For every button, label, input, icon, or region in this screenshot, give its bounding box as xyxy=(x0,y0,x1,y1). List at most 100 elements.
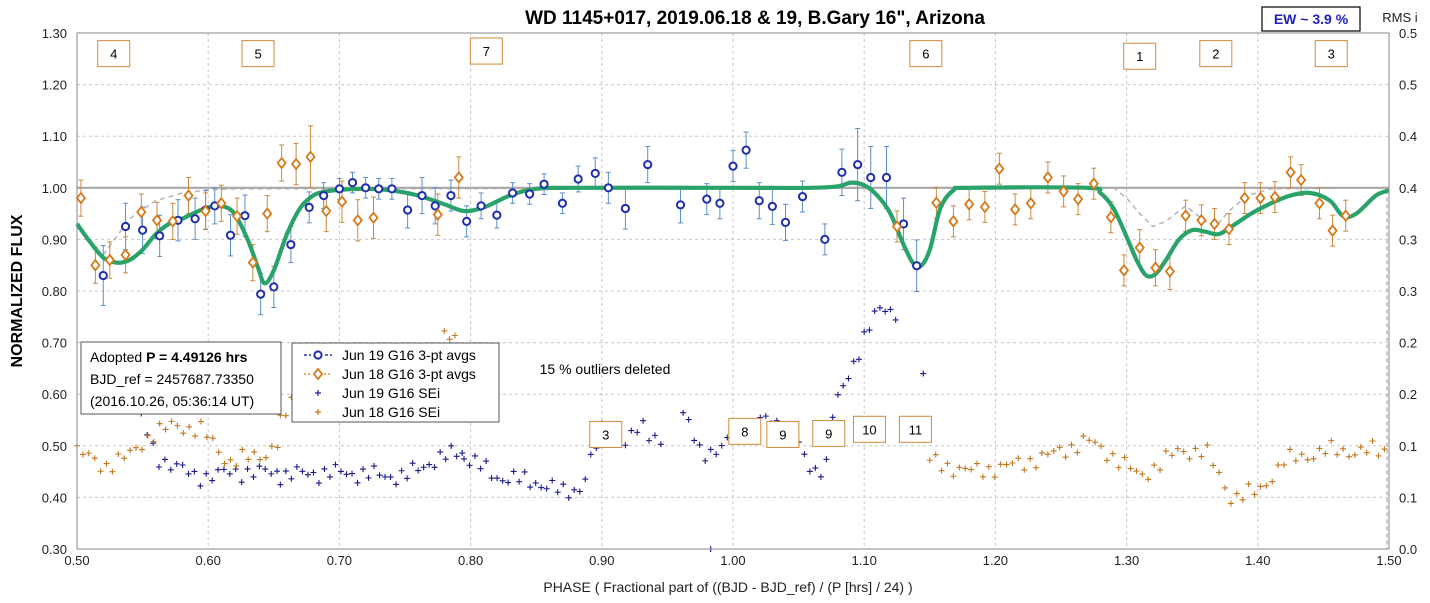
jun19-sei-point xyxy=(360,466,367,473)
x-tick-label: 0.50 xyxy=(64,553,89,568)
x-tick-label: 0.80 xyxy=(458,553,483,568)
jun19-avg-point xyxy=(797,191,808,202)
jun18-sei-point xyxy=(974,460,981,467)
jun18-sei-point xyxy=(1174,445,1181,452)
jun18-sei-point xyxy=(251,449,258,456)
jun18-sei-point xyxy=(91,455,98,462)
jun18-sei-point xyxy=(1098,443,1105,450)
jun19-avg-point xyxy=(98,270,108,281)
jun19-avg-point xyxy=(361,183,371,193)
jun19-avg-point xyxy=(702,194,712,204)
jun18-avg-point xyxy=(1180,209,1191,223)
jun19-sei-point xyxy=(622,442,629,449)
jun19-sei-point xyxy=(282,468,289,475)
dashed-model-curve xyxy=(102,186,1390,549)
jun19-avg-point xyxy=(334,184,344,194)
jun18-avg-point xyxy=(1072,192,1084,206)
jun19-avg-point xyxy=(603,183,613,193)
jun18-avg-point xyxy=(1058,184,1069,198)
x-tick-label: 1.50 xyxy=(1376,553,1401,568)
jun19-avg-point xyxy=(476,201,486,211)
jun18-sei-point xyxy=(85,450,92,457)
jun18-avg-point xyxy=(167,214,178,228)
jun18-sei-point xyxy=(215,449,222,456)
jun18-sei-point xyxy=(1050,447,1057,454)
jun19-sei-point xyxy=(876,304,883,311)
jun18-avg-point xyxy=(262,207,273,221)
jun18-avg-point xyxy=(75,191,87,205)
info-box: Adopted P = 4.49126 hrs BJD_ref = 245768… xyxy=(80,341,282,415)
x-tick-label: 1.20 xyxy=(983,553,1008,568)
jun18-avg-point xyxy=(1025,196,1036,210)
jun18-sei-point xyxy=(1363,449,1370,456)
jun18-sei-point xyxy=(274,444,281,451)
jun18-sei-point xyxy=(192,433,199,440)
jun19-sei-point xyxy=(560,481,567,488)
jun19-avg-point xyxy=(286,239,296,250)
jun18-sei-point xyxy=(956,464,963,471)
jun18-sei-point xyxy=(1204,442,1211,449)
jun18-sei-point xyxy=(1275,462,1282,469)
dip-label-text: 11 xyxy=(909,422,923,437)
jun19-sei-point xyxy=(499,477,506,484)
jun18-sei-point xyxy=(1251,491,1258,498)
jun19-avg-point xyxy=(557,198,568,208)
jun19-sei-point xyxy=(393,481,400,488)
dip-label-text: 6 xyxy=(922,47,929,62)
jun18-sei-point xyxy=(1033,464,1040,471)
y2-tick-label: 0.2 xyxy=(1399,387,1417,402)
jun18-sei-point xyxy=(932,451,939,458)
jun19-sei-point xyxy=(365,474,372,481)
jun18-sei-point xyxy=(938,467,945,474)
jun19-sei-point xyxy=(315,480,322,487)
jun19-sei-point xyxy=(510,468,517,475)
jun19-sei-point xyxy=(179,461,186,468)
jun19-sei-point xyxy=(685,416,692,423)
jun19-sei-point xyxy=(354,479,361,486)
jun19-sei-point xyxy=(488,475,495,482)
dip-label-text: 3 xyxy=(1328,47,1335,62)
jun18-sei-point xyxy=(1210,462,1217,469)
jun18-sei-point xyxy=(1068,441,1075,448)
jun19-sei-point xyxy=(812,464,819,471)
y2-tick-label: 0.5 xyxy=(1399,78,1417,93)
dip-label-text: 9 xyxy=(825,426,832,441)
jun19-avg-point xyxy=(190,214,200,224)
jun18-sei-point xyxy=(446,336,453,343)
legend-marker-plus xyxy=(315,390,321,396)
dip-label-text: 2 xyxy=(1212,47,1219,62)
jun19-sei-point xyxy=(527,484,534,491)
jun19-avg-point xyxy=(837,167,847,177)
jun18-avg-point xyxy=(1134,241,1145,255)
jun19-sei-point xyxy=(191,468,198,475)
jun19-sei-point xyxy=(144,431,151,438)
jun19-sei-point xyxy=(477,465,484,472)
jun18-avg-point xyxy=(120,248,131,262)
jun19-sei-point xyxy=(472,452,479,459)
dashed-component-curve xyxy=(102,186,1390,256)
jun19-avg-point xyxy=(462,216,472,226)
dip-label-box xyxy=(852,415,886,443)
jun19-sei-point xyxy=(256,463,263,470)
jun18-sei-point xyxy=(1292,457,1299,464)
dip-label-text: 8 xyxy=(741,424,748,439)
jun18-sei-point xyxy=(1328,437,1335,444)
jun18-avg-point xyxy=(1088,177,1099,191)
jun18-avg-point xyxy=(432,208,443,222)
jun18-sei-point xyxy=(1316,445,1323,452)
y-tick-label: 0.90 xyxy=(42,232,67,247)
jun19-sei-point xyxy=(437,448,444,455)
legend-label: Jun 19 G16 3-pt avgs xyxy=(342,347,476,363)
dip-label-text: 9 xyxy=(779,427,786,442)
jun18-avg-point xyxy=(321,204,332,218)
y-tick-label: 1.30 xyxy=(42,26,67,41)
jun19-sei-point xyxy=(861,328,868,335)
jun19-sei-point xyxy=(829,414,836,421)
jun19-sei-point xyxy=(382,473,389,480)
jun19-avg-point xyxy=(866,172,876,183)
plot-frame xyxy=(76,32,1390,550)
dip-label-box xyxy=(909,40,943,68)
ew-label: EW ~ 3.9 % xyxy=(1274,11,1349,27)
y-tick-label: 1.10 xyxy=(42,129,67,144)
